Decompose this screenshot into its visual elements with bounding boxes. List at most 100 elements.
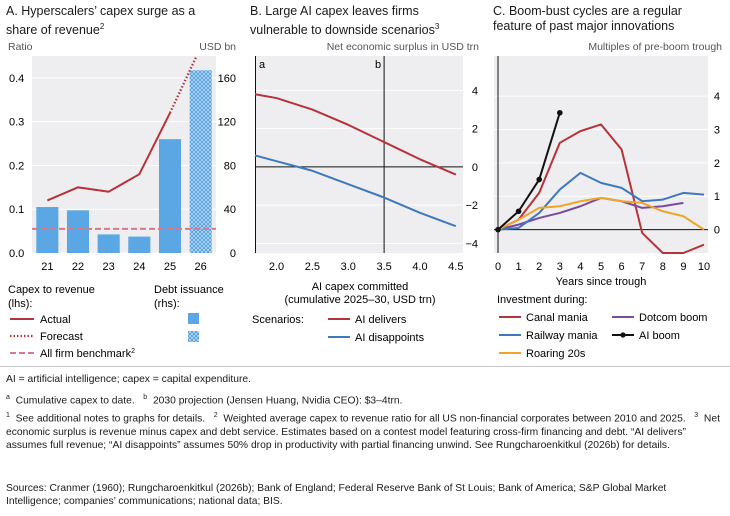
panel-c-x-tick: 8 xyxy=(660,261,666,273)
panel-b-chart: Net economic surplus in USD trn −4 −2 0 2 4 2… xyxy=(252,41,479,344)
series-canal-mania xyxy=(497,123,705,254)
panel-a-right-tick: 80 xyxy=(224,160,236,172)
panel-c-right-tick: 1 xyxy=(714,191,720,203)
legend-canal-label: Canal mania xyxy=(526,312,589,324)
legend-railway-label: Railway mania xyxy=(526,330,598,342)
series-railway-mania xyxy=(497,171,705,231)
series-ai-disappoints xyxy=(254,154,457,228)
panel-b-x-tick: 2.0 xyxy=(269,261,284,273)
panel-c-x-tick: 3 xyxy=(557,261,563,273)
series-roaring-20s xyxy=(497,196,705,231)
legend-delivers-label: AI delivers xyxy=(355,314,407,326)
panel-b-right-tick: −2 xyxy=(465,200,478,212)
footnote-divider xyxy=(0,366,730,367)
legend-a-left-title-1: Capex to revenue xyxy=(8,284,95,296)
panel-c-x-tick: 6 xyxy=(619,261,625,273)
panel-c-right-tick: 2 xyxy=(714,158,720,170)
panel-b-title-line1: B. Large AI capex leaves firms xyxy=(250,4,419,18)
panel-a-right-unit: USD bn xyxy=(199,41,236,53)
legend-disappoints-label: AI disappoints xyxy=(355,332,425,344)
panel-b-right-tick: 0 xyxy=(472,162,478,174)
legend-benchmark-label: All firm benchmark2 xyxy=(40,348,135,360)
panel-b-right-tick: 2 xyxy=(472,124,478,136)
panel-a-right-tick: 0 xyxy=(230,248,236,260)
legend-b-title: Scenarios: xyxy=(252,314,304,326)
debt-bar-26 xyxy=(189,70,212,253)
panel-c-chart: Multiples of pre-boom trough 0 1 2 3 4 0 1 2 3 4 5… xyxy=(494,41,722,360)
panel-b-title-line2: vulnerable to downside scenarios xyxy=(250,23,435,38)
panel-a-left-tick: 0.0 xyxy=(9,248,24,260)
panel-a-chart: Ratio USD bn 0.0 0.1 0.2 0.3 0.4 0 40 80 120 160 2… xyxy=(8,41,236,360)
legend-debt-swatch xyxy=(188,313,199,324)
panel-b-x-tick: 2.5 xyxy=(305,261,320,273)
legend-actual-label: Actual xyxy=(40,314,71,326)
vline-b-label: b xyxy=(375,59,381,71)
panel-b-x-tick: 4.0 xyxy=(412,261,427,273)
series-ai-delivers xyxy=(254,93,457,176)
panel-b-right-tick: −4 xyxy=(465,238,478,250)
panel-a-x-tick: 22 xyxy=(72,261,84,273)
panel-c-right-tick: 0 xyxy=(714,225,720,237)
panel-b-x-tick: 4.5 xyxy=(448,261,463,273)
panel-a-x-tick: 23 xyxy=(103,261,115,273)
actual-line xyxy=(46,112,171,202)
legend-forecast-label: Forecast xyxy=(40,331,83,343)
panel-b-title: B. Large AI capex leaves firms vulnerabl… xyxy=(250,4,439,38)
panel-c-x-tick: 5 xyxy=(598,261,604,273)
debt-bar-24 xyxy=(128,236,151,253)
panel-a-title-line1: A. Hyperscalers’ capex surge as a xyxy=(6,4,196,18)
footnote-abbrev: AI = artificial intelligence; capex = ca… xyxy=(6,374,251,385)
legend-dotcom-label: Dotcom boom xyxy=(639,312,707,324)
legend-a-left-title-2: (lhs): xyxy=(8,298,32,310)
vline-a-label: a xyxy=(259,59,266,71)
panel-a-left-unit: Ratio xyxy=(8,41,33,53)
panel-a-right-tick: 160 xyxy=(218,73,236,85)
legend-debt-forecast-swatch xyxy=(188,331,199,342)
ai-boom-marker xyxy=(536,176,542,183)
panel-a-title-sup: 2 xyxy=(99,22,105,31)
legend-a-right-title-2: (rhs): xyxy=(154,298,180,310)
legend-ai-marker xyxy=(620,332,626,338)
panel-c-xlabel: Years since trough xyxy=(556,276,647,288)
panel-b-right-tick: 4 xyxy=(472,85,478,97)
footnote-numbered: 1 See additional notes to graphs for det… xyxy=(6,412,720,451)
legend-roaring-label: Roaring 20s xyxy=(526,348,586,360)
panel-a-x-tick: 21 xyxy=(41,261,53,273)
ai-boom-marker xyxy=(495,226,501,233)
footnote-a-b: a Cumulative capex to date. b 2030 proje… xyxy=(6,394,403,407)
ai-boom-marker xyxy=(515,208,522,215)
panel-a-left-tick: 0.3 xyxy=(9,117,24,129)
panel-a-left-tick: 0.2 xyxy=(9,160,24,172)
panel-b-right-unit: Net economic surplus in USD trn xyxy=(327,41,479,53)
panel-a-plot-area xyxy=(32,56,216,253)
panel-a-x-tick: 26 xyxy=(195,261,207,273)
panel-b-xlabel-1: AI capex committed xyxy=(312,281,409,293)
panel-a-title: A. Hyperscalers’ capex surge as a share … xyxy=(6,4,195,38)
debt-bar-23 xyxy=(97,234,120,253)
legend-c-title: Investment during: xyxy=(497,294,588,306)
panel-a-right-tick: 40 xyxy=(224,204,236,216)
debt-bar-21 xyxy=(36,207,59,253)
panel-c-title-line2: feature of past major innovations xyxy=(493,19,675,33)
legend-a-right-title-1: Debt issuance xyxy=(154,284,224,296)
footnote-sources: Sources: Cranmer (1960); Rungcharoenkitk… xyxy=(6,483,667,508)
panel-c-x-tick: 1 xyxy=(516,261,522,273)
panel-c-title-line1: C. Boom-bust cycles are a regular xyxy=(493,4,682,18)
ai-boom-marker xyxy=(557,109,563,116)
panel-c-x-tick: 0 xyxy=(495,261,501,273)
panel-a-title-line2: share of revenue xyxy=(6,23,100,38)
panel-a-x-tick: 24 xyxy=(133,261,145,273)
panel-b-xlabel-2: (cumulative 2025–30, USD trn) xyxy=(284,294,435,306)
panel-b-x-tick: 3.5 xyxy=(376,261,391,273)
panel-c-x-tick: 2 xyxy=(536,261,542,273)
legend-ai-label: AI boom xyxy=(639,330,680,342)
panel-a-right-tick: 120 xyxy=(218,117,236,129)
panel-a-x-tick: 25 xyxy=(164,261,176,273)
panel-c-title: C. Boom-bust cycles are a regular featur… xyxy=(493,4,682,34)
panel-b-x-tick: 3.0 xyxy=(341,261,356,273)
series-ai-boom xyxy=(497,112,561,231)
panel-b-title-sup: 3 xyxy=(434,22,440,31)
debt-bar-22 xyxy=(66,210,90,253)
panel-c-right-tick: 3 xyxy=(714,124,720,136)
panel-c-x-tick: 4 xyxy=(577,261,583,273)
